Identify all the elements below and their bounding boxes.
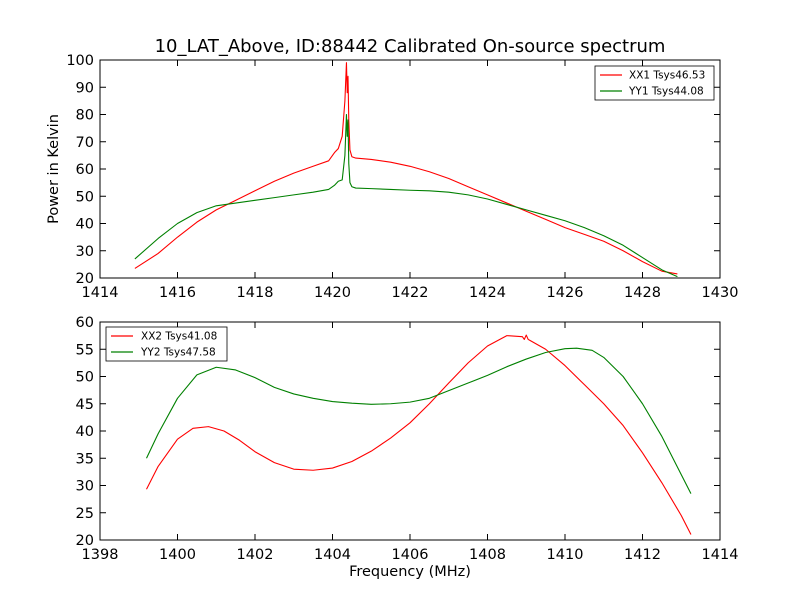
bottom-x-tick-label: 1406 bbox=[392, 547, 429, 563]
bottom-x-tick-label: 1410 bbox=[547, 547, 584, 563]
bottom-legend: XX2 Tsys41.08 YY2 Tsys47.58 bbox=[105, 326, 228, 362]
top-x-tick-label: 1418 bbox=[237, 285, 274, 301]
top-x-tick-label: 1420 bbox=[314, 285, 351, 301]
top-plot-lines bbox=[134, 62, 678, 278]
top-x-tick-label: 1426 bbox=[547, 285, 584, 301]
top-y-tick-label: 50 bbox=[76, 189, 94, 205]
bottom-y-tick-label: 20 bbox=[76, 533, 94, 549]
bottom-y-tick-label: 40 bbox=[76, 424, 94, 440]
bottom-plot-lines bbox=[146, 334, 692, 535]
bottom-plot: 1398 1400 1402 1404 1406 1408 1410 1412 1414 20 25… bbox=[76, 315, 739, 580]
bottom-series-line-2 bbox=[146, 347, 692, 494]
top-series-line-2 bbox=[134, 113, 678, 278]
bottom-x-tick-label: 1398 bbox=[82, 547, 119, 563]
top-x-tick-label: 1430 bbox=[702, 285, 739, 301]
bottom-legend-box bbox=[105, 326, 228, 362]
chart-title: 10_LAT_Above, ID:88442 Calibrated On-sou… bbox=[155, 36, 666, 57]
top-y-tick-label: 60 bbox=[76, 162, 94, 178]
top-x-tick-label: 1422 bbox=[392, 285, 429, 301]
bottom-y-tick-label: 25 bbox=[76, 506, 94, 522]
top-plot: 1414 1416 1418 1420 1422 1424 1426 1428 1430 20 30… bbox=[46, 53, 738, 301]
top-x-tick-label: 1414 bbox=[82, 285, 119, 301]
bottom-x-tick-label: 1408 bbox=[469, 547, 506, 563]
bottom-legend-label-xx2: XX2 Tsys41.08 bbox=[141, 331, 217, 343]
top-y-tick-label: 100 bbox=[66, 53, 94, 69]
bottom-y-tick-label: 60 bbox=[76, 315, 94, 331]
bottom-y-tick-label: 30 bbox=[76, 479, 94, 495]
top-legend-label-xx1: XX1 Tsys46.53 bbox=[629, 70, 705, 82]
top-x-tick-label: 1424 bbox=[469, 285, 506, 301]
top-legend-label-yy1: YY1 Tsys44.08 bbox=[628, 86, 704, 98]
top-y-axis-label: Power in Kelvin bbox=[46, 114, 62, 224]
bottom-plot-ticks: 1398 1400 1402 1404 1406 1408 1410 1412 1414 20 25… bbox=[76, 315, 739, 563]
top-x-tick-label: 1428 bbox=[624, 285, 661, 301]
top-y-tick-label: 30 bbox=[76, 244, 94, 260]
bottom-legend-label-yy2: YY2 Tsys47.58 bbox=[140, 347, 216, 359]
bottom-y-tick-label: 55 bbox=[76, 342, 94, 358]
bottom-y-tick-label: 35 bbox=[76, 451, 94, 467]
top-y-tick-label: 80 bbox=[76, 108, 94, 124]
bottom-x-tick-label: 1400 bbox=[159, 547, 196, 563]
top-y-tick-label: 70 bbox=[76, 135, 94, 151]
bottom-x-axis-label: Frequency (MHz) bbox=[349, 564, 471, 580]
bottom-y-tick-label: 45 bbox=[76, 397, 94, 413]
top-y-tick-label: 20 bbox=[76, 271, 94, 287]
top-plot-ticks: 1414 1416 1418 1420 1422 1424 1426 1428 1430 20 30… bbox=[66, 53, 738, 301]
bottom-y-tick-label: 50 bbox=[76, 370, 94, 386]
bottom-x-tick-label: 1402 bbox=[237, 547, 274, 563]
top-legend: XX1 Tsys46.53 YY1 Tsys44.08 bbox=[594, 65, 715, 101]
bottom-x-tick-label: 1404 bbox=[314, 547, 351, 563]
bottom-x-tick-label: 1414 bbox=[702, 547, 739, 563]
top-x-tick-label: 1416 bbox=[159, 285, 196, 301]
top-y-tick-label: 40 bbox=[76, 217, 94, 233]
bottom-series-line-1 bbox=[146, 334, 692, 535]
top-y-tick-label: 90 bbox=[76, 80, 94, 96]
top-series-line-1 bbox=[134, 62, 678, 275]
top-legend-box bbox=[594, 65, 715, 101]
bottom-x-tick-label: 1412 bbox=[624, 547, 661, 563]
